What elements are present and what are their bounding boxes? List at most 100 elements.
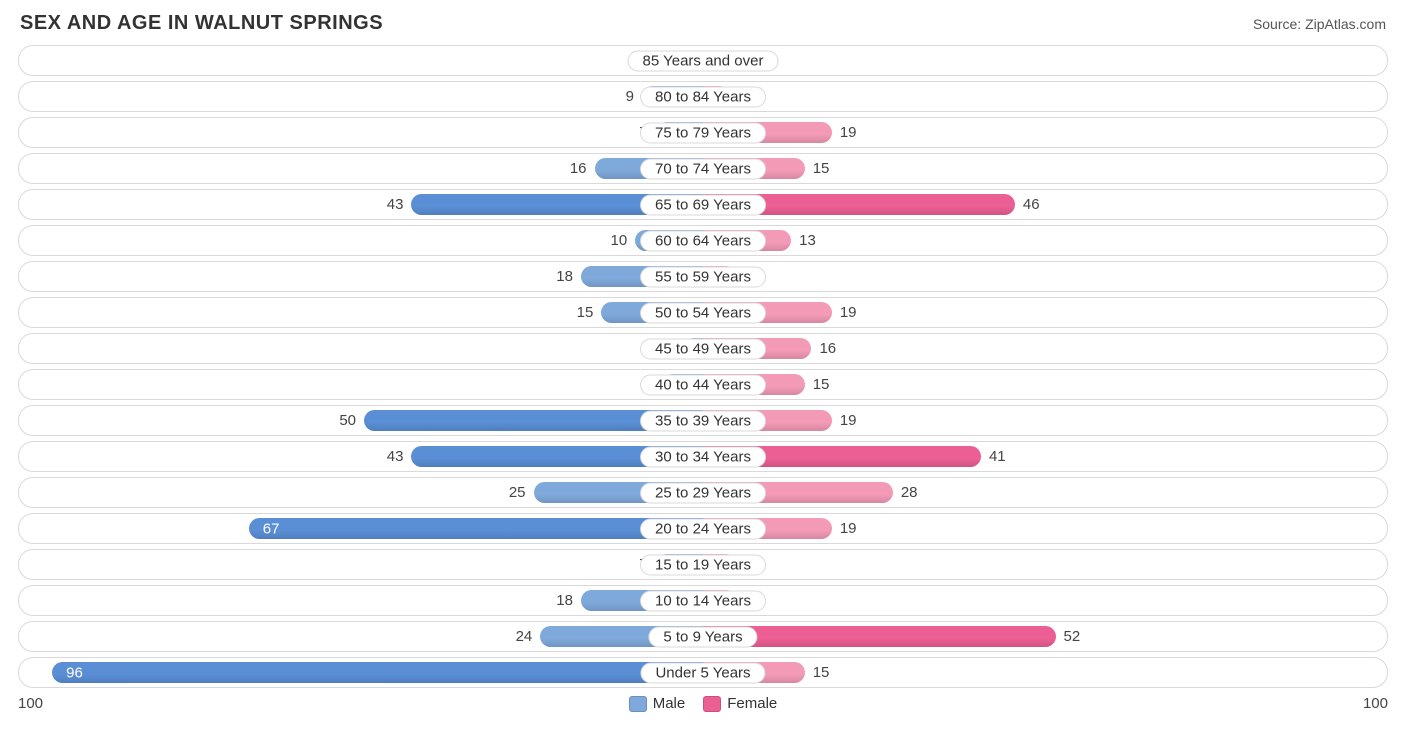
male-side: 0 (25, 49, 703, 72)
male-value: 67 (255, 520, 288, 537)
axis-max-right: 100 (1363, 695, 1388, 712)
age-group-label: 55 to 59 Years (640, 266, 766, 287)
pyramid-row: 0085 Years and over (18, 45, 1388, 76)
female-side: 5 (703, 553, 1381, 576)
pyramid-row: 25 28 25 to 29 Years (18, 477, 1388, 508)
pyramid-row: 43 41 30 to 34 Years (18, 441, 1388, 472)
male-side: 18 (25, 589, 703, 612)
age-group-label: 30 to 34 Years (640, 446, 766, 467)
male-side: 15 (25, 301, 703, 324)
chart-source: Source: ZipAtlas.com (1253, 12, 1386, 32)
chart-container: SEX AND AGE IN WALNUT SPRINGS Source: Zi… (0, 0, 1406, 740)
age-group-label: 45 to 49 Years (640, 338, 766, 359)
male-value: 25 (501, 484, 534, 501)
pyramid-row: 67 19 20 to 24 Years (18, 513, 1388, 544)
male-side: 3 (25, 337, 703, 360)
female-value: 52 (1056, 628, 1089, 645)
female-value: 15 (805, 160, 838, 177)
age-group-label: 75 to 79 Years (640, 122, 766, 143)
male-side: 7 (25, 553, 703, 576)
female-side: 46 (703, 193, 1381, 216)
male-value: 43 (379, 448, 412, 465)
male-side: 16 (25, 157, 703, 180)
age-group-label: 20 to 24 Years (640, 518, 766, 539)
chart-footer: 100 Male Female 100 (18, 693, 1388, 712)
pyramid-row: 18 510 to 14 Years (18, 585, 1388, 616)
female-side: 15 (703, 157, 1381, 180)
female-value: 46 (1015, 196, 1048, 213)
female-value: 19 (832, 412, 865, 429)
female-side: 52 (703, 625, 1381, 648)
age-group-label: 10 to 14 Years (640, 590, 766, 611)
pyramid-row: 96 15 Under 5 Years (18, 657, 1388, 688)
male-side: 18 (25, 265, 703, 288)
male-side: 10 (25, 229, 703, 252)
pyramid-row: 10 13 60 to 64 Years (18, 225, 1388, 256)
male-value: 24 (508, 628, 541, 645)
male-side: 24 (25, 625, 703, 648)
female-value: 28 (893, 484, 926, 501)
male-side: 67 (25, 517, 703, 540)
age-group-label: 50 to 54 Years (640, 302, 766, 323)
female-value: 19 (832, 520, 865, 537)
pyramid-row: 18 555 to 59 Years (18, 261, 1388, 292)
male-value: 18 (548, 592, 581, 609)
age-group-label: 40 to 44 Years (640, 374, 766, 395)
female-side: 0 (703, 49, 1381, 72)
female-side: 5 (703, 589, 1381, 612)
pyramid-row: 43 46 65 to 69 Years (18, 189, 1388, 220)
male-value: 43 (379, 196, 412, 213)
legend-label: Female (727, 695, 777, 712)
legend-swatch (703, 696, 721, 712)
female-side: 5 (703, 265, 1381, 288)
age-group-label: 5 to 9 Years (648, 626, 757, 647)
pyramid-row: 50 19 35 to 39 Years (18, 405, 1388, 436)
age-group-label: 25 to 29 Years (640, 482, 766, 503)
male-value: 50 (331, 412, 364, 429)
female-side: 19 (703, 121, 1381, 144)
male-side: 43 (25, 445, 703, 468)
axis-max-left: 100 (18, 695, 43, 712)
female-value: 15 (805, 664, 838, 681)
male-value: 15 (569, 304, 602, 321)
female-side: 15 (703, 373, 1381, 396)
male-value: 18 (548, 268, 581, 285)
population-pyramid: 0085 Years and over9480 to 84 Years71975… (18, 45, 1388, 688)
chart-header: SEX AND AGE IN WALNUT SPRINGS Source: Zi… (18, 12, 1388, 45)
female-value: 15 (805, 376, 838, 393)
male-side: 50 (25, 409, 703, 432)
male-bar: 96 (52, 662, 703, 683)
pyramid-row: 24 52 5 to 9 Years (18, 621, 1388, 652)
age-group-label: Under 5 Years (640, 662, 765, 683)
pyramid-row: 9 480 to 84 Years (18, 81, 1388, 112)
female-side: 19 (703, 301, 1381, 324)
pyramid-row: 15 1950 to 54 Years (18, 297, 1388, 328)
male-side: 25 (25, 481, 703, 504)
female-value: 41 (981, 448, 1014, 465)
male-value: 9 (618, 88, 642, 105)
female-side: 19 (703, 517, 1381, 540)
female-value: 16 (811, 340, 844, 357)
chart-title: SEX AND AGE IN WALNUT SPRINGS (20, 12, 383, 35)
legend-swatch (629, 696, 647, 712)
female-side: 15 (703, 661, 1381, 684)
legend-label: Male (653, 695, 686, 712)
pyramid-row: 7515 to 19 Years (18, 549, 1388, 580)
age-group-label: 35 to 39 Years (640, 410, 766, 431)
legend-item: Female (703, 695, 777, 712)
female-value: 13 (791, 232, 824, 249)
male-value: 16 (562, 160, 595, 177)
age-group-label: 60 to 64 Years (640, 230, 766, 251)
age-group-label: 80 to 84 Years (640, 86, 766, 107)
age-group-label: 70 to 74 Years (640, 158, 766, 179)
age-group-label: 65 to 69 Years (640, 194, 766, 215)
male-side: 96 (25, 661, 703, 684)
female-side: 28 (703, 481, 1381, 504)
pyramid-row: 71975 to 79 Years (18, 117, 1388, 148)
female-side: 19 (703, 409, 1381, 432)
female-side: 4 (703, 85, 1381, 108)
male-bar: 67 (249, 518, 703, 539)
male-value: 96 (58, 664, 91, 681)
pyramid-row: 3 16 45 to 49 Years (18, 333, 1388, 364)
male-side: 43 (25, 193, 703, 216)
